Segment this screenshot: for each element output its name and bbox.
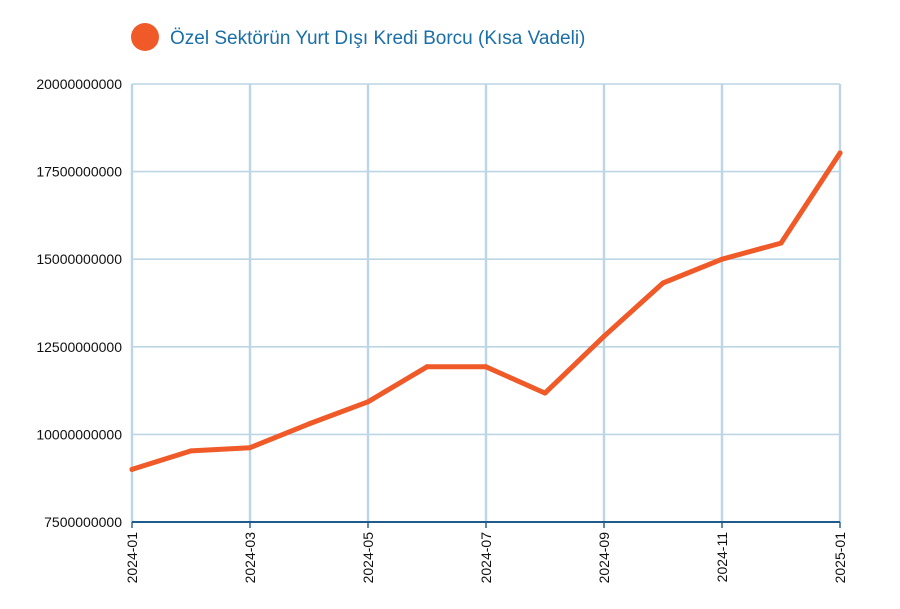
- y-axis: 20000000000 17500000000 15000000000 1250000…: [36, 76, 122, 530]
- x-tick-label: 2024-07: [478, 532, 494, 584]
- data-point: [837, 150, 843, 156]
- legend-marker: [131, 23, 159, 51]
- x-tick-label: 2024-05: [360, 532, 376, 584]
- x-tick-label: 2025-01: [832, 532, 848, 584]
- series-layer: [129, 150, 843, 472]
- data-point: [424, 364, 430, 370]
- data-point: [306, 421, 312, 427]
- data-point: [483, 364, 489, 370]
- grid: [130, 83, 842, 522]
- y-tick-label: 7500000000: [44, 514, 122, 530]
- data-point: [542, 390, 548, 396]
- y-tick-label: 15000000000: [36, 251, 122, 267]
- y-tick-label: 17500000000: [36, 164, 122, 180]
- data-point: [188, 448, 194, 454]
- data-point: [778, 240, 784, 246]
- x-tick-label: 2024-03: [242, 532, 258, 584]
- y-tick-label: 20000000000: [36, 76, 122, 92]
- x-tick-label: 2024-09: [596, 532, 612, 584]
- data-point: [365, 399, 371, 405]
- x-tick-label: 2024-11: [714, 532, 730, 583]
- y-tick-label: 12500000000: [36, 339, 122, 355]
- legend-label: Özel Sektörün Yurt Dışı Kredi Borcu (Kıs…: [170, 28, 585, 49]
- data-point: [247, 445, 253, 451]
- y-tick-label: 10000000000: [36, 426, 122, 442]
- legend: Özel Sektörün Yurt Dışı Kredi Borcu (Kıs…: [131, 23, 585, 51]
- data-point: [719, 256, 725, 262]
- x-tick-label: 2024-01: [124, 532, 140, 584]
- data-point: [129, 466, 135, 472]
- x-axis: 2024-01 2024-03 2024-05 2024-07 2024-09 2024-…: [124, 521, 848, 584]
- data-point: [660, 280, 666, 286]
- data-point: [601, 333, 607, 339]
